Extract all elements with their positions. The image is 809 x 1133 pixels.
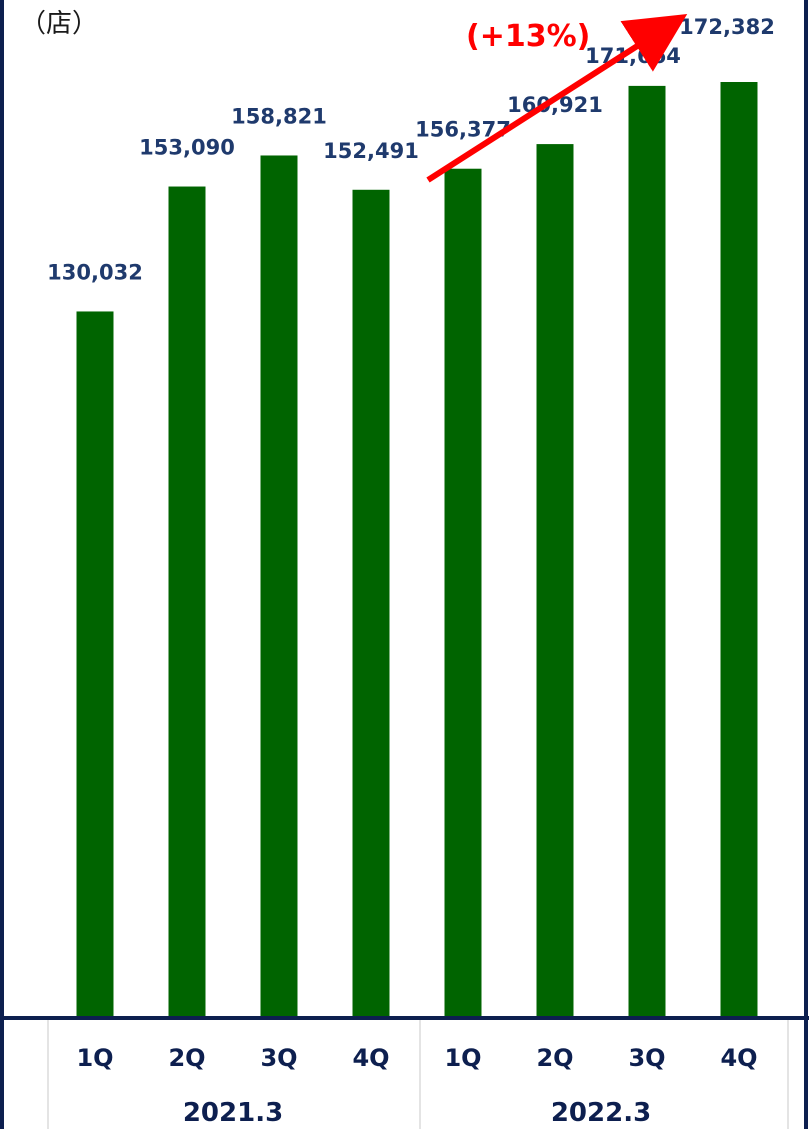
category-ticks-layer: 1Q 2Q 3Q 4Q 1Q 2Q 3Q 4Q xyxy=(76,1044,757,1072)
value-label-2: 153,090 xyxy=(139,136,235,160)
tick-label-5: 1Q xyxy=(444,1044,481,1072)
growth-annotation: (+13%) xyxy=(466,19,590,54)
value-label-3: 158,821 xyxy=(231,104,327,128)
tick-label-6: 2Q xyxy=(536,1044,573,1072)
group-label-2: 2022.3 xyxy=(551,1098,651,1128)
bar-5 xyxy=(444,168,482,1017)
tick-label-7: 3Q xyxy=(628,1044,665,1072)
unit-label: （店） xyxy=(20,9,98,39)
growth-arrow xyxy=(426,14,688,183)
group-label-1: 2021.3 xyxy=(183,1098,283,1128)
value-label-8: 172,382 xyxy=(679,15,775,39)
bars-layer xyxy=(76,82,758,1017)
tick-label-4: 4Q xyxy=(352,1044,389,1072)
bar-3 xyxy=(260,155,298,1016)
tick-label-3: 3Q xyxy=(260,1044,297,1072)
group-labels-layer: 2021.3 2022.3 xyxy=(183,1098,651,1128)
bar-4 xyxy=(352,189,390,1017)
bar-2 xyxy=(168,186,206,1016)
bar-7 xyxy=(628,85,666,1017)
bar-1 xyxy=(76,311,114,1017)
bar-6 xyxy=(536,144,574,1017)
tick-label-8: 4Q xyxy=(720,1044,757,1072)
value-label-4: 152,491 xyxy=(323,139,419,163)
value-labels-layer: 130,032153,090158,821152,491156,377160,9… xyxy=(47,15,775,284)
tick-label-2: 2Q xyxy=(168,1044,205,1072)
bar-8 xyxy=(720,82,758,1016)
tick-label-1: 1Q xyxy=(76,1044,113,1072)
value-label-1: 130,032 xyxy=(47,260,143,284)
